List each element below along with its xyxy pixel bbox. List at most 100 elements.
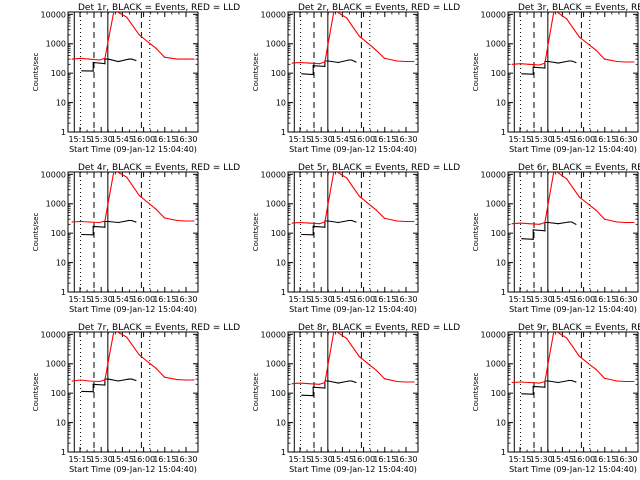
events-point xyxy=(135,221,137,223)
series-lld-line xyxy=(292,332,414,385)
y-tick-label: 1000 xyxy=(46,200,66,209)
lld-point xyxy=(151,44,153,46)
panel-3: Det 3r, BLACK = Events, RED = LLD 1 10 100 1… xyxy=(472,3,640,154)
x-axis-label: Start Time (09-Jan-12 15:04:40) xyxy=(289,305,417,314)
lld-point xyxy=(538,382,541,384)
events-point xyxy=(104,226,106,228)
events-point xyxy=(324,387,326,389)
lld-point xyxy=(616,221,618,223)
panel-5: Det 5r, BLACK = Events, RED = LLD 1 10 100 1… xyxy=(252,163,460,314)
plot-frame xyxy=(67,331,199,453)
lld-point xyxy=(291,62,293,64)
lld-point xyxy=(595,49,597,51)
events-point xyxy=(351,380,353,382)
panel-1: Det 1r, BLACK = Events, RED = LLD 1 10 100 1… xyxy=(32,3,240,154)
x-tick-label: 15:45 xyxy=(551,295,574,304)
x-axis-label: Start Time (09-Jan-12 15:04:40) xyxy=(69,305,197,314)
lld-point xyxy=(308,383,310,385)
events-point xyxy=(571,221,573,223)
lld-point xyxy=(104,220,106,222)
events-point xyxy=(348,219,350,222)
y-axis-label: Counts/sec xyxy=(252,373,260,412)
lld-point xyxy=(616,380,618,382)
lld-point xyxy=(104,57,106,59)
events-point xyxy=(521,238,523,240)
y-axis-label: Counts/sec xyxy=(472,213,480,252)
y-tick-label: 10 xyxy=(276,419,286,428)
y-tick-label: 10000 xyxy=(481,170,506,179)
lld-point xyxy=(324,221,326,223)
lld-point xyxy=(300,221,302,224)
lld-point xyxy=(520,222,522,224)
lld-point xyxy=(578,36,580,38)
y-axis-label: Counts/sec xyxy=(252,213,260,252)
lld-point xyxy=(413,381,415,383)
lld-point xyxy=(624,380,627,383)
x-tick-label: 16:30 xyxy=(394,135,417,144)
x-tick-label: 16:30 xyxy=(614,455,637,464)
plot-frame xyxy=(287,11,419,133)
x-tick-label: 16:00 xyxy=(352,135,375,144)
y-tick-label: 1 xyxy=(281,288,286,297)
lld-point xyxy=(633,380,635,383)
series-events-line xyxy=(521,60,577,75)
y-tick-label: 1000 xyxy=(266,360,286,369)
lld-point xyxy=(624,221,627,224)
events-point xyxy=(312,225,314,227)
x-tick-label: 16:30 xyxy=(394,295,417,304)
y-tick-label: 100 xyxy=(491,229,506,238)
x-tick-label: 15:15 xyxy=(68,455,91,464)
events-point xyxy=(568,60,570,62)
y-tick-label: 10000 xyxy=(41,10,66,19)
x-axis-label: Start Time (09-Jan-12 15:04:40) xyxy=(289,145,417,154)
events-point xyxy=(131,378,133,380)
x-tick-label: 15:30 xyxy=(310,295,333,304)
events-point xyxy=(92,383,94,385)
series-lld-line xyxy=(512,332,634,384)
series-lld-line xyxy=(292,12,414,65)
lld-point xyxy=(383,378,386,380)
lld-point xyxy=(520,381,522,383)
events-point xyxy=(547,60,549,63)
lld-point xyxy=(193,379,195,381)
plot-title: Det 5r, BLACK = Events, RED = LLD xyxy=(298,163,460,173)
x-axis-label: Start Time (09-Jan-12 15:04:40) xyxy=(509,465,637,474)
lld-point xyxy=(633,61,635,63)
y-axis-label: Counts/sec xyxy=(32,53,40,92)
x-tick-label: 16:30 xyxy=(174,455,197,464)
x-tick-label: 15:30 xyxy=(90,295,113,304)
events-point xyxy=(557,62,559,64)
events-point xyxy=(532,238,534,240)
events-point xyxy=(81,70,83,72)
events-point xyxy=(337,61,339,64)
x-tick-label: 16:15 xyxy=(153,455,176,464)
events-point xyxy=(337,382,339,384)
lld-point xyxy=(511,223,513,225)
lld-point xyxy=(318,223,321,225)
events-point xyxy=(324,65,326,67)
events-point xyxy=(575,223,577,225)
x-tick-label: 15:15 xyxy=(288,295,311,304)
lld-point xyxy=(126,16,128,18)
lld-point xyxy=(308,62,310,64)
lld-point xyxy=(544,380,546,383)
lld-point xyxy=(616,60,618,63)
events-point xyxy=(104,63,106,65)
y-tick-label: 100 xyxy=(271,389,286,398)
x-axis-label: Start Time (09-Jan-12 15:04:40) xyxy=(69,145,197,154)
lld-point xyxy=(88,221,90,223)
series-lld-line xyxy=(512,172,634,225)
y-tick-label: 10000 xyxy=(261,330,286,339)
lld-point xyxy=(595,209,597,211)
y-tick-label: 10 xyxy=(276,99,286,108)
x-axis-label: Start Time (09-Jan-12 15:04:40) xyxy=(509,145,637,154)
events-point xyxy=(128,219,130,222)
lld-point xyxy=(155,367,157,369)
events-point xyxy=(135,59,137,62)
lld-point xyxy=(71,58,73,60)
x-tick-label: 15:15 xyxy=(508,135,531,144)
events-point xyxy=(92,234,94,236)
events-point xyxy=(312,234,314,236)
x-tick-label: 15:45 xyxy=(111,135,134,144)
series-lld-line xyxy=(292,172,414,225)
